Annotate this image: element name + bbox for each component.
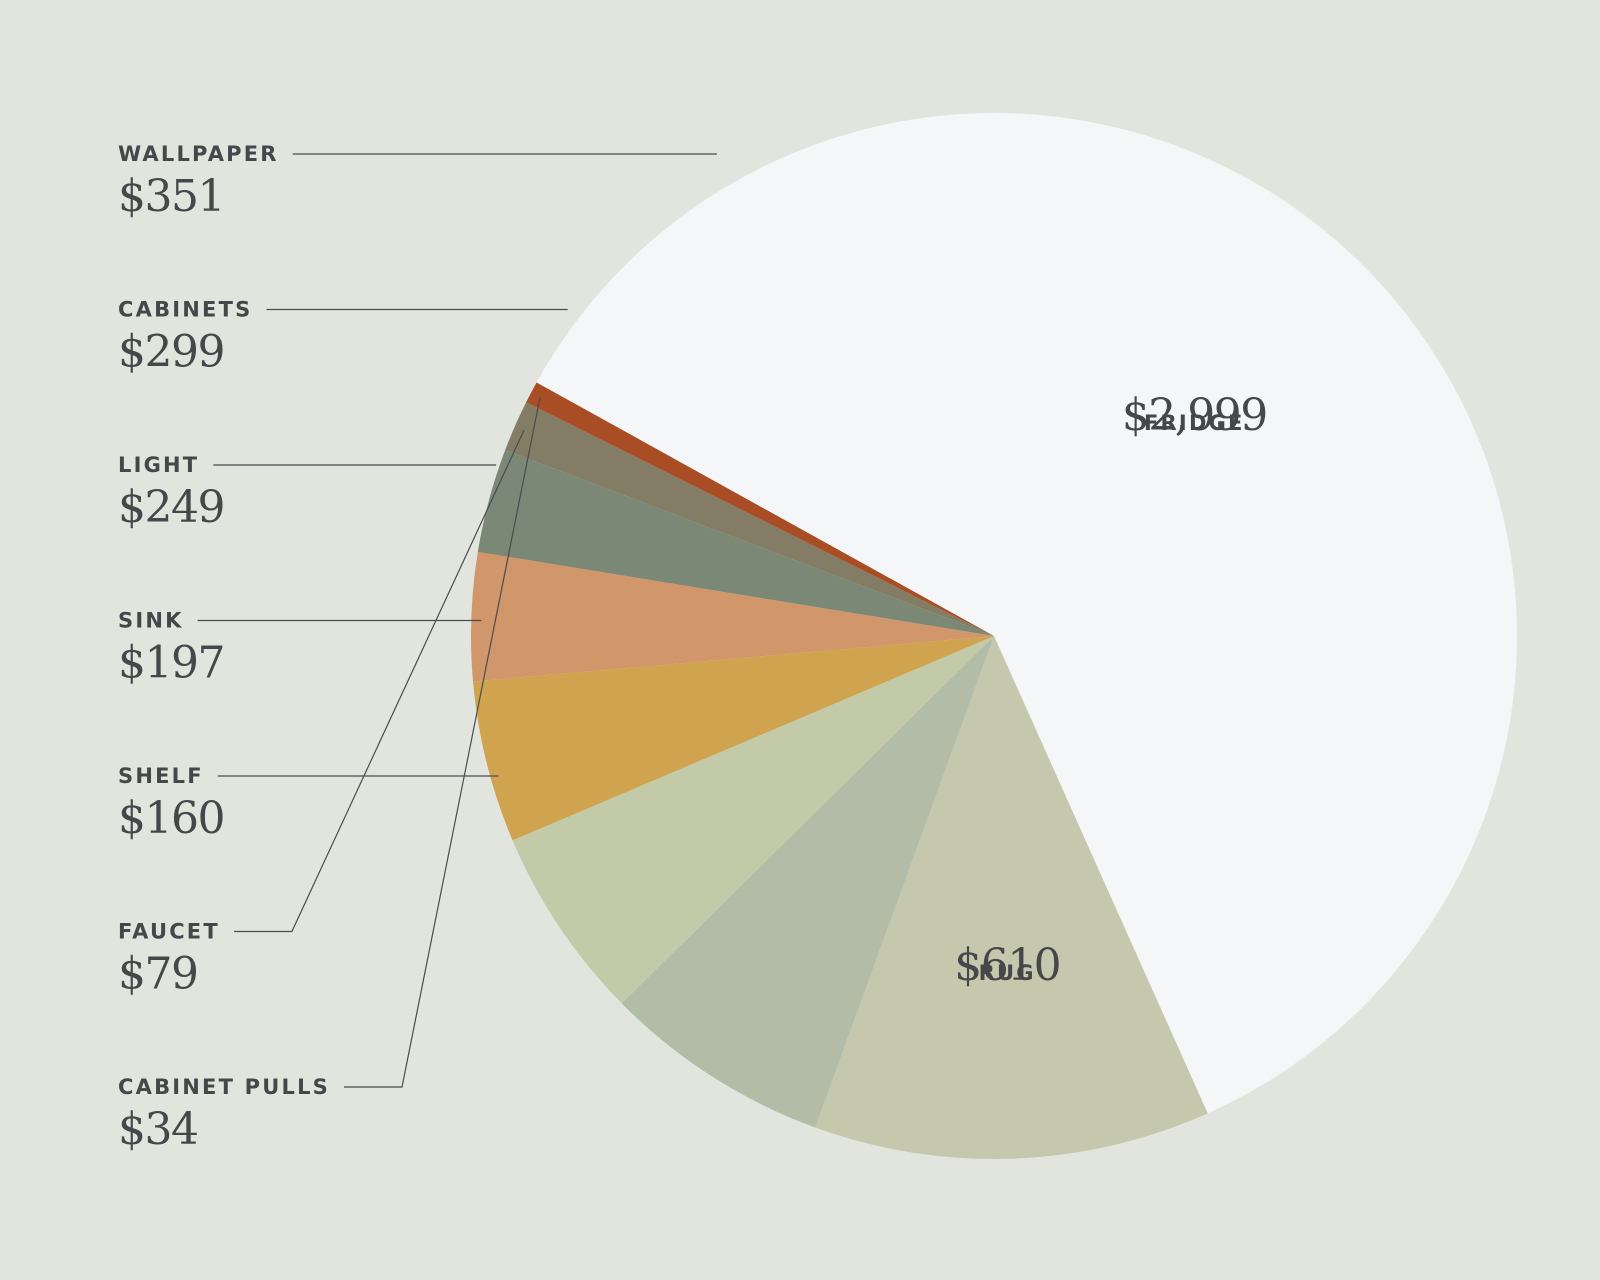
- value-fridge: $2,999: [1122, 390, 1267, 441]
- leader-line-faucet: [233, 429, 525, 933]
- label-light: LIGHT: [118, 453, 199, 477]
- slice-cabinet-pulls: [526, 382, 994, 636]
- value-rug: $610: [954, 940, 1060, 991]
- label-shelf: SHELF: [118, 764, 204, 788]
- value-sink: $197: [118, 638, 224, 689]
- label-cabinet-pulls: CABINET PULLS: [118, 1075, 330, 1099]
- value-cabinets: $299: [118, 327, 224, 378]
- label-wallpaper: WALLPAPER: [118, 142, 279, 166]
- leader-line-cabinet-pulls: [344, 396, 541, 1088]
- slice-faucet: [505, 402, 994, 636]
- value-wallpaper: $351: [118, 171, 224, 222]
- label-faucet: FAUCET: [118, 920, 220, 944]
- label-rug: RUG: [979, 961, 1036, 985]
- value-shelf: $160: [118, 793, 224, 844]
- slice-wallpaper: [621, 636, 994, 1128]
- value-cabinet-pulls: $34: [118, 1104, 197, 1155]
- slice-sink: [470, 551, 994, 682]
- label-fridge: FRIDGE: [1144, 411, 1245, 435]
- slice-fridge: [536, 113, 1517, 1114]
- label-cabinets: CABINETS: [118, 298, 252, 322]
- slice-shelf: [477, 450, 994, 636]
- slice-cabinets: [512, 636, 994, 1004]
- value-faucet: $79: [118, 949, 197, 1000]
- slice-rug: [815, 636, 1208, 1160]
- value-light: $249: [118, 482, 224, 533]
- label-sink: SINK: [118, 609, 184, 633]
- slice-light: [472, 636, 995, 841]
